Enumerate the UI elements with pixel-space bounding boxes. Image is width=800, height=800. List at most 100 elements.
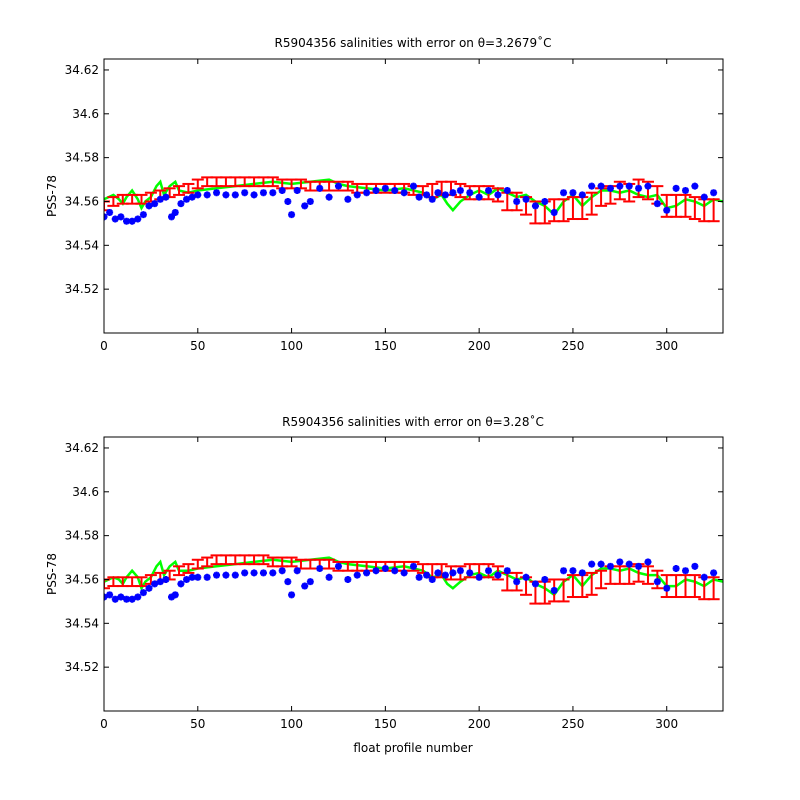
float-salinity-point <box>156 195 164 203</box>
float-salinity-point <box>644 558 652 566</box>
float-salinity-point <box>597 560 605 568</box>
float-salinity-point <box>456 567 464 575</box>
float-salinity-point <box>250 569 258 577</box>
calibrated-error-bar <box>135 193 148 205</box>
float-salinity-point <box>588 182 596 190</box>
float-salinity-point <box>259 189 267 197</box>
float-salinity-point <box>301 202 309 210</box>
float-salinity-point <box>106 591 114 599</box>
float-salinity-point <box>111 215 119 223</box>
calibrated-error-bar <box>576 574 589 599</box>
y-tick-label: 34.62 <box>65 441 99 455</box>
float-salinity-point <box>188 573 196 581</box>
float-salinity-point <box>410 182 417 190</box>
float-salinity-point <box>123 595 131 603</box>
float-salinity-point <box>475 573 483 581</box>
calibrated-error-bar <box>641 565 654 585</box>
float-salinity-point <box>334 562 342 570</box>
x-tick-label: 0 <box>100 717 108 731</box>
float-salinity-point <box>213 189 221 197</box>
float-salinity-point <box>541 575 549 583</box>
float-salinity-point <box>139 211 147 219</box>
x-tick-label: 150 <box>374 339 397 353</box>
float-salinity-point <box>381 184 389 192</box>
float-salinity-point <box>456 187 464 195</box>
float-salinity-point <box>168 593 176 601</box>
float-salinity-point <box>410 562 417 570</box>
float-salinity-point <box>569 567 577 575</box>
float-salinity-point <box>288 211 296 219</box>
float-salinity-point <box>569 189 577 197</box>
plot-area <box>104 176 723 225</box>
float-salinity-point <box>203 573 211 581</box>
float-salinity-point <box>644 182 652 190</box>
bottom-panel: R5904356 salinities with error on θ=3.28… <box>45 414 724 755</box>
top-y-axis-label: PSS-78 <box>45 175 59 217</box>
float-salinity-point <box>151 580 159 588</box>
calibrated-error-bar <box>557 198 570 223</box>
x-tick-label: 300 <box>655 717 678 731</box>
calibrated-error-bar <box>191 558 204 570</box>
float-salinity-point <box>194 191 202 199</box>
float-salinity-point <box>494 571 502 579</box>
calibrated-error-bar <box>257 554 270 566</box>
float-salinity-point <box>372 187 380 195</box>
float-salinity-point <box>560 567 568 575</box>
float-salinity-point <box>391 187 399 195</box>
calibrated-error-bar <box>595 569 608 590</box>
float-salinity-point <box>183 575 191 583</box>
float-salinity-point <box>171 591 179 599</box>
float-salinity-point <box>145 202 153 210</box>
calibrated-error-bar <box>501 571 514 592</box>
float-salinity-point <box>691 562 699 570</box>
calibrated-error-bar <box>585 191 598 216</box>
calibrated-error-bar <box>341 180 354 192</box>
y-tick-label: 34.6 <box>72 107 99 121</box>
float-salinity-point <box>151 200 159 208</box>
y-tick-label: 34.52 <box>65 282 99 296</box>
calibrated-error-bar <box>707 576 720 601</box>
x-tick-label: 100 <box>280 339 303 353</box>
float-salinity-point <box>301 582 309 590</box>
x-tick-label: 100 <box>280 717 303 731</box>
float-salinity-point <box>423 571 431 579</box>
calibrated-error-bar <box>173 185 186 196</box>
float-salinity-point <box>391 567 399 575</box>
float-salinity-point <box>145 584 153 592</box>
float-salinity-point <box>522 573 530 581</box>
float-salinity-point <box>653 578 661 586</box>
x-tick-label: 0 <box>100 339 108 353</box>
float-salinity-point <box>325 573 333 581</box>
float-salinity-point <box>284 197 292 205</box>
float-salinity-point <box>663 206 671 214</box>
float-salinity-point <box>691 182 699 190</box>
float-salinity-point <box>475 193 483 201</box>
float-salinity-point <box>111 595 119 603</box>
float-salinity-point <box>241 569 249 577</box>
float-salinity-point <box>415 573 423 581</box>
float-salinity-point <box>635 184 643 192</box>
top-panel: R5904356 salinities with error on θ=3.26… <box>45 35 724 353</box>
float-salinity-point <box>597 182 605 190</box>
float-salinity-point <box>449 569 457 577</box>
float-salinity-point <box>288 591 296 599</box>
x-tick-label: 300 <box>655 339 678 353</box>
float-salinity-point <box>400 569 408 577</box>
float-salinity-point <box>363 569 371 577</box>
float-salinity-point <box>213 571 221 579</box>
float-salinity-point <box>117 213 125 221</box>
float-salinity-point <box>381 565 389 573</box>
calibrated-error-bar <box>679 193 692 218</box>
float-salinity-point <box>334 182 342 190</box>
float-salinity-point <box>503 567 511 575</box>
calibrated-error-bar <box>266 176 279 188</box>
bottom-chart-title: R5904356 salinities with error on θ=3.28… <box>282 414 544 429</box>
float-salinity-point <box>316 184 324 192</box>
calibrated-error-bar <box>173 565 186 577</box>
float-salinity-point <box>441 571 449 579</box>
calibrated-error-bar <box>135 576 148 588</box>
float-salinity-point <box>344 195 352 203</box>
float-salinity-point <box>513 197 521 205</box>
float-salinity-point <box>441 191 449 199</box>
float-salinity-point <box>177 200 185 208</box>
